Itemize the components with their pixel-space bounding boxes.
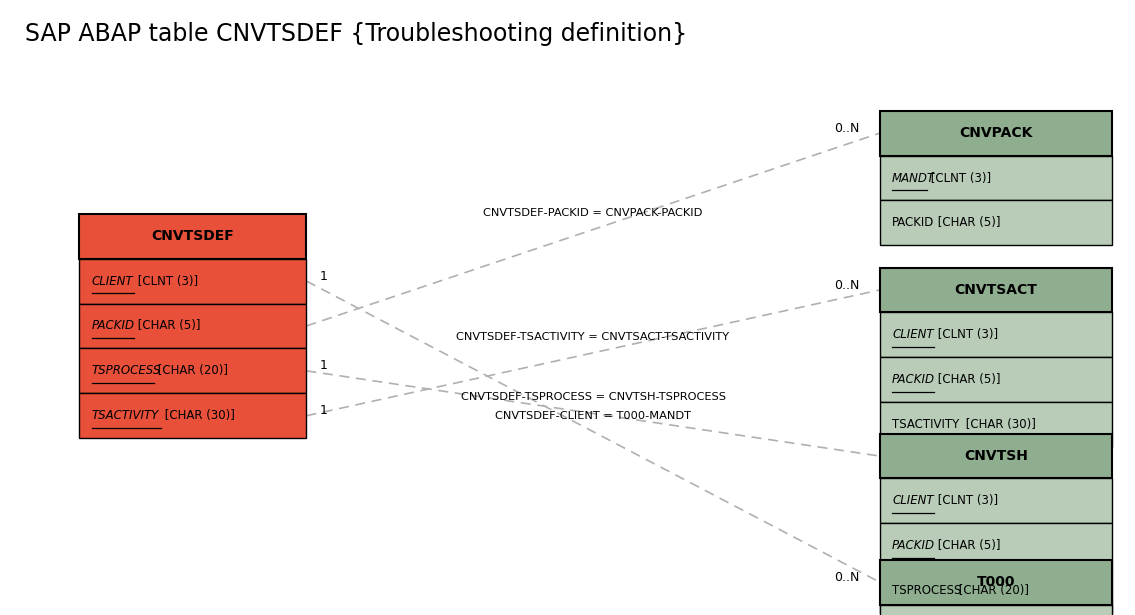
Text: 0..N: 0..N [834, 571, 859, 584]
Text: 0..N: 0..N [834, 122, 859, 135]
Bar [880, 111, 1112, 156]
Text: [CHAR (5)]: [CHAR (5)] [934, 539, 1000, 552]
Text: [CHAR (5)]: [CHAR (5)] [934, 373, 1000, 386]
Bar [79, 348, 306, 394]
Text: MANDT: MANDT [892, 172, 935, 184]
Bar [880, 568, 1112, 613]
Text: CNVTSDEF: CNVTSDEF [152, 229, 234, 243]
Text: PACKID: PACKID [892, 216, 934, 229]
Bar [880, 200, 1112, 245]
Text: [CHAR (5)]: [CHAR (5)] [934, 216, 1000, 229]
Bar [79, 214, 306, 258]
Bar [880, 605, 1112, 615]
Bar [880, 312, 1112, 357]
Text: [CHAR (30)]: [CHAR (30)] [161, 409, 235, 423]
Text: [CLNT (3)]: [CLNT (3)] [934, 494, 998, 507]
Text: [CHAR (5)]: [CHAR (5)] [134, 319, 200, 333]
Text: CLIENT: CLIENT [92, 274, 134, 288]
Text: CNVTSDEF-CLIENT = T000-MANDT: CNVTSDEF-CLIENT = T000-MANDT [495, 410, 691, 421]
Text: CNVTSDEF-TSACTIVITY = CNVTSACT-TSACTIVITY: CNVTSDEF-TSACTIVITY = CNVTSACT-TSACTIVIT… [456, 331, 730, 342]
Text: CNVPACK: CNVPACK [959, 126, 1033, 140]
Text: [CLNT (3)]: [CLNT (3)] [134, 274, 197, 288]
Text: [CLNT (3)]: [CLNT (3)] [934, 328, 998, 341]
Bar [880, 357, 1112, 402]
Text: CNVTSH: CNVTSH [964, 449, 1028, 463]
Text: 1: 1 [320, 269, 328, 283]
Text: [CHAR (20)]: [CHAR (20)] [955, 584, 1028, 597]
Bar [880, 434, 1112, 478]
Text: TSACTIVITY: TSACTIVITY [92, 409, 159, 423]
Text: TSACTIVITY: TSACTIVITY [892, 418, 959, 431]
Text: [CLNT (3)]: [CLNT (3)] [927, 172, 991, 184]
Text: SAP ABAP table CNVTSDEF {Troubleshooting definition}: SAP ABAP table CNVTSDEF {Troubleshooting… [25, 22, 687, 46]
Text: PACKID: PACKID [892, 373, 935, 386]
Text: CNVTSDEF-PACKID = CNVPACK-PACKID: CNVTSDEF-PACKID = CNVPACK-PACKID [484, 208, 703, 218]
Bar [880, 523, 1112, 568]
Bar [79, 258, 306, 303]
Text: 1: 1 [320, 404, 328, 418]
Text: 1: 1 [320, 359, 328, 373]
Text: CNVTSDEF-TSPROCESS = CNVTSH-TSPROCESS: CNVTSDEF-TSPROCESS = CNVTSH-TSPROCESS [461, 392, 725, 402]
Text: TSPROCESS: TSPROCESS [892, 584, 961, 597]
Bar [79, 394, 306, 438]
Text: CNVTSACT: CNVTSACT [955, 283, 1037, 297]
Text: TSPROCESS: TSPROCESS [92, 364, 161, 378]
Bar [880, 268, 1112, 312]
Bar [880, 478, 1112, 523]
Bar [880, 560, 1112, 605]
Bar [880, 156, 1112, 200]
Text: PACKID: PACKID [892, 539, 935, 552]
Text: [CHAR (20)]: [CHAR (20)] [154, 364, 228, 378]
Text: CLIENT: CLIENT [892, 494, 934, 507]
Text: T000: T000 [977, 575, 1015, 589]
Bar [880, 402, 1112, 447]
Bar [79, 304, 306, 348]
Text: [CHAR (30)]: [CHAR (30)] [961, 418, 1035, 431]
Text: CLIENT: CLIENT [892, 328, 934, 341]
Text: 0..N: 0..N [834, 279, 859, 292]
Text: PACKID: PACKID [92, 319, 135, 333]
